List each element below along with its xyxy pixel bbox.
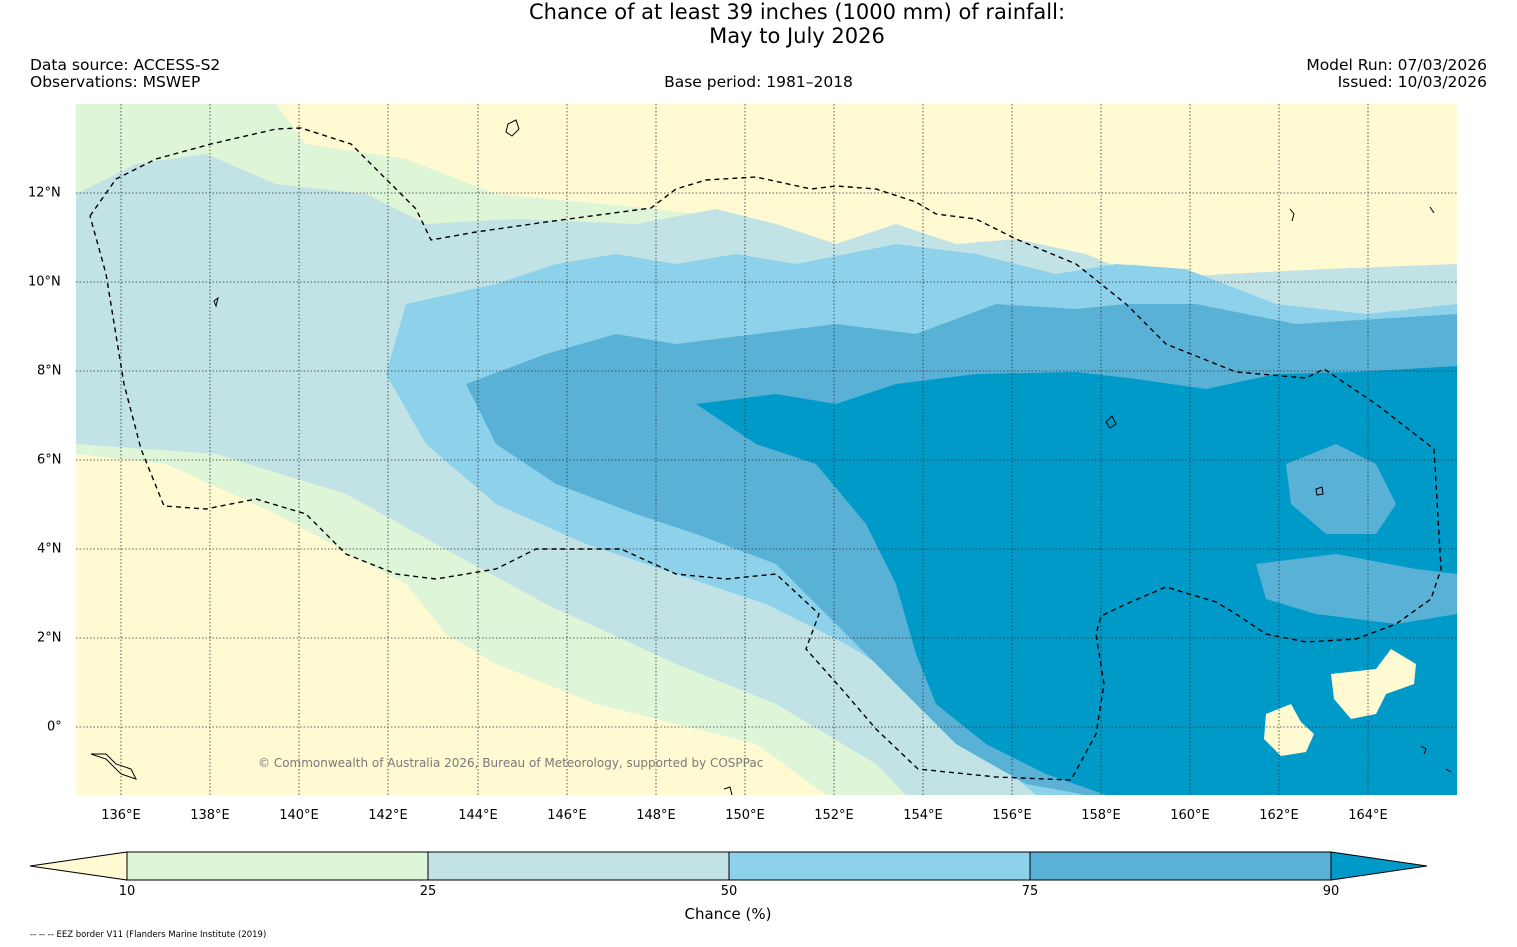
lon-label-148e: 148°E	[636, 808, 676, 823]
model-run-text: Model Run: 07/03/2026	[1306, 56, 1487, 74]
colorbar-segment-below-10	[29, 851, 128, 881]
base-period-text: Base period: 1981–2018	[664, 73, 853, 91]
lon-label-150e: 150°E	[725, 808, 765, 823]
coastlines	[90, 119, 1452, 795]
lat-label-8n: 8°N	[37, 363, 62, 379]
lon-label-136e: 136°E	[101, 808, 141, 823]
lat-label-2n: 2°N	[37, 630, 62, 646]
lon-label-152e: 152°E	[814, 808, 854, 823]
colorbar-segment-75-90	[1029, 851, 1332, 881]
island-east-micronesia	[1289, 206, 1435, 222]
title-line-2: May to July 2026	[709, 24, 885, 48]
colorbar-tick-25: 25	[419, 884, 437, 899]
zone-patch-southeast	[1256, 554, 1457, 624]
lat-label-0: 0°	[47, 719, 62, 735]
latitude-gridlines	[76, 192, 1457, 728]
colorbar-tick-90: 90	[1322, 884, 1340, 899]
colorbar-segment-above-90	[1330, 851, 1428, 881]
colorbar-tick-75: 75	[1021, 884, 1039, 899]
eez-borders	[89, 127, 1442, 781]
lat-label-4n: 4°N	[37, 541, 62, 557]
colorbar-segment-10-25	[126, 851, 429, 881]
lon-label-154e: 154°E	[903, 808, 943, 823]
rainfall-map	[76, 104, 1457, 795]
island-guam	[505, 119, 520, 137]
island-marshall-south	[1420, 745, 1452, 773]
eez-footnote: -- -- -- EEZ border V11 (Flanders Marine…	[30, 930, 267, 940]
colorbar-tick-50: 50	[720, 884, 738, 899]
lon-label-156e: 156°E	[992, 808, 1032, 823]
issued-text: Issued: 10/03/2026	[1337, 73, 1487, 91]
lon-label-146e: 146°E	[547, 808, 587, 823]
map-title: Chance of at least 39 inches (1000 mm) o…	[0, 0, 1517, 48]
observations-text: Observations: MSWEP	[30, 73, 201, 91]
colorbar	[29, 851, 1428, 881]
data-source-text: Data source: ACCESS-S2	[30, 56, 221, 74]
lon-label-158e: 158°E	[1081, 808, 1121, 823]
lat-label-10n: 10°N	[28, 274, 61, 290]
zone-island-se-1	[1331, 649, 1416, 719]
lon-label-164e: 164°E	[1348, 808, 1388, 823]
eez-border-palau-fsm-west	[89, 127, 1442, 781]
zone-island-se-2	[1264, 704, 1314, 756]
island-yap	[213, 296, 219, 308]
lon-label-160e: 160°E	[1170, 808, 1210, 823]
lon-label-138e: 138°E	[190, 808, 230, 823]
colorbar-segment-50-75	[728, 851, 1031, 881]
colorbar-tick-10: 10	[118, 884, 136, 899]
colorbar-label: Chance (%)	[684, 905, 772, 923]
title-line-1: Chance of at least 39 inches (1000 mm) o…	[528, 0, 1066, 24]
colorbar-segment-25-50	[427, 851, 730, 881]
header-right: Model Run: 07/03/2026 Issued: 10/03/2026	[1306, 57, 1487, 91]
copyright-notice: © Commonwealth of Australia 2026, Bureau…	[258, 756, 764, 770]
island-bismarck	[723, 786, 733, 795]
lon-label-140e: 140°E	[279, 808, 319, 823]
lon-label-162e: 162°E	[1259, 808, 1299, 823]
lat-label-12n: 12°N	[28, 185, 61, 201]
lat-label-6n: 6°N	[37, 452, 62, 468]
lon-label-144e: 144°E	[458, 808, 498, 823]
header-left: Data source: ACCESS-S2 Observations: MSW…	[30, 57, 220, 91]
lon-label-142e: 142°E	[368, 808, 408, 823]
zone-patch-east	[1286, 444, 1396, 534]
island-new-guinea-coast	[90, 753, 137, 780]
island-chuuk	[1105, 415, 1117, 429]
zone-above-90	[696, 366, 1457, 795]
island-pohnpei	[1315, 486, 1324, 496]
